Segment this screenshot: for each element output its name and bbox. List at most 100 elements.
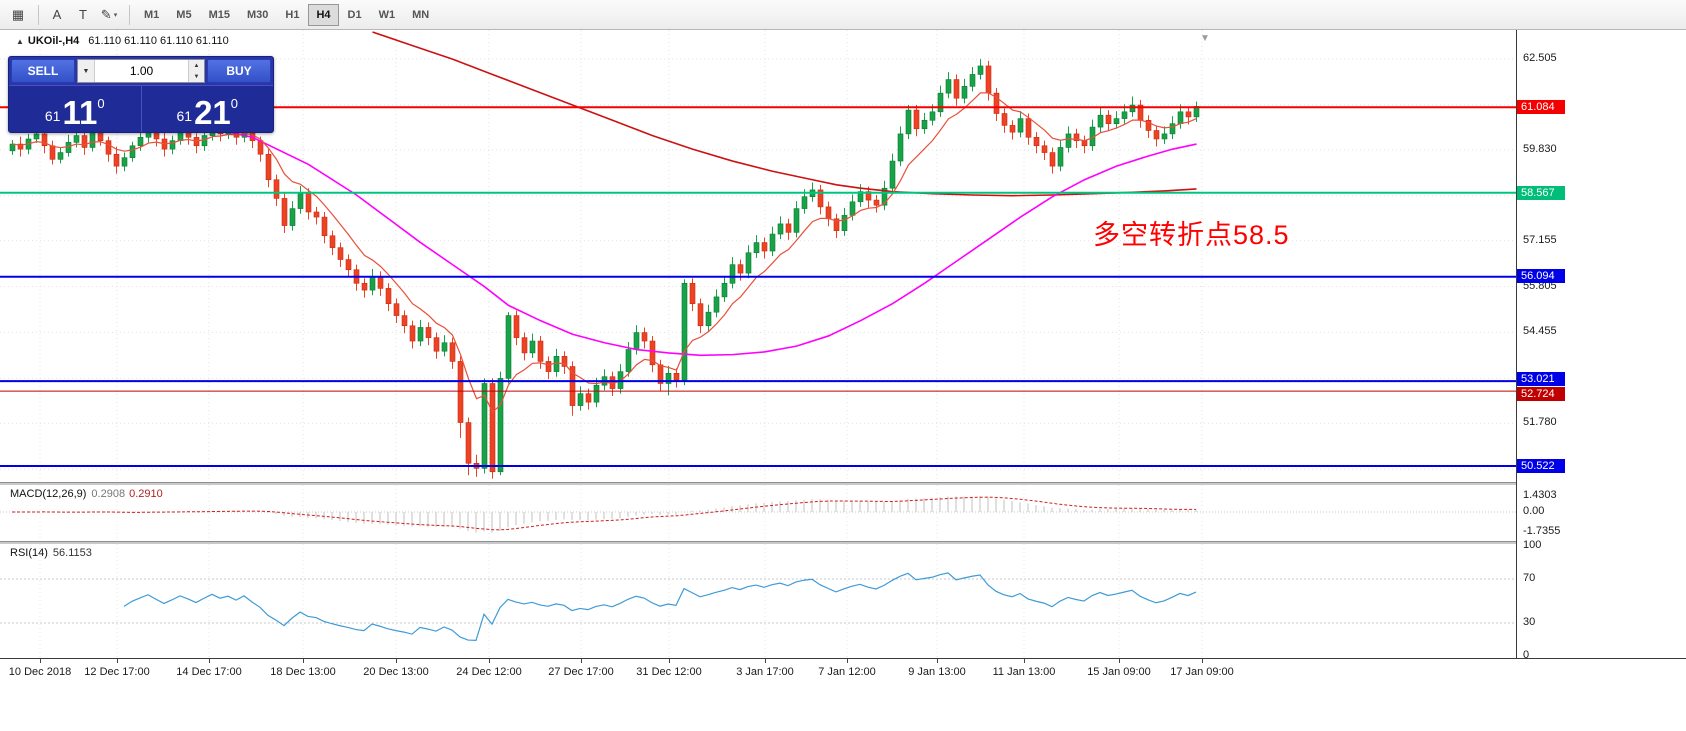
volume-step-down-icon[interactable]: ▼	[189, 71, 204, 82]
time-axis-label: 27 Dec 17:00	[548, 666, 614, 678]
ask-main: 21	[194, 93, 231, 131]
price-line-badge: 50.522	[1517, 458, 1565, 473]
volume-group: ▼ ▲ ▼	[77, 59, 205, 83]
text-box-icon[interactable]: T	[79, 7, 87, 22]
time-axis-label: 9 Jan 13:00	[908, 666, 966, 678]
toolbar-separator	[38, 4, 39, 25]
time-tick	[489, 659, 490, 663]
macd-name: MACD(12,26,9)	[10, 488, 87, 500]
ask-sup: 0	[230, 96, 239, 111]
volume-step-up-icon[interactable]: ▲	[189, 60, 204, 71]
timeframe-mn[interactable]: MN	[412, 8, 430, 21]
macd-axis-label: -1.7355	[1523, 524, 1561, 537]
time-tick	[40, 659, 41, 663]
bid-sup: 0	[97, 96, 105, 111]
timeframe-d1[interactable]: D1	[347, 8, 362, 21]
macd-axis-label: 0.00	[1523, 505, 1545, 517]
time-axis-label: 14 Dec 17:00	[176, 666, 242, 678]
price-axis-label: 57.155	[1523, 233, 1557, 246]
symbol-quotes: 61.110 61.110 61.110 61.110	[88, 35, 229, 47]
rsi-label: RSI(14) 56.1153	[10, 547, 92, 559]
rsi-pane[interactable]: RSI(14) 56.1153	[0, 544, 1516, 658]
tool-group: ▦ A T ✎ ▾	[6, 4, 123, 26]
mid-ma-line	[12, 99, 1197, 357]
rsi-canvas	[0, 544, 1516, 658]
timeframe-m30[interactable]: M30	[246, 8, 269, 21]
volume-input[interactable]	[95, 60, 188, 82]
fast-ma-line	[12, 92, 1197, 414]
time-axis-label: 24 Dec 12:00	[456, 666, 522, 678]
time-tick	[581, 659, 582, 663]
macd-canvas	[0, 485, 1516, 542]
price-line-badge: 56.094	[1517, 268, 1565, 283]
trade-controls-row: SELL ▼ ▲ ▼ BUY	[9, 57, 273, 85]
timeframe-w1[interactable]: W1	[378, 8, 396, 21]
price-line-badge: 58.567	[1517, 185, 1565, 200]
symbol-info: ▲ UKOil-,H4 61.110 61.110 61.110 61.110	[16, 35, 229, 47]
timeframe-h1[interactable]: H1	[285, 8, 300, 21]
price-axis-label: 59.830	[1523, 142, 1557, 155]
chart-template-icon[interactable]: ▦	[11, 6, 25, 22]
macd-value-main: 0.2908	[91, 488, 126, 500]
price-line-badge: 53.021	[1517, 372, 1565, 387]
time-tick	[396, 659, 397, 663]
time-tick	[765, 659, 766, 663]
bid-price[interactable]: 61 11 0	[9, 86, 141, 132]
time-axis-label: 15 Jan 09:00	[1087, 666, 1151, 678]
timeframe-m1[interactable]: M1	[144, 8, 160, 21]
timeframe-group: M1 M5 M15 M30 H1 H4 D1 W1 MN	[136, 3, 438, 26]
price-axis-label: 51.780	[1523, 416, 1557, 429]
time-axis-label: 20 Dec 13:00	[363, 666, 429, 678]
symbol-marker-icon: ▲	[16, 37, 24, 46]
rsi-name: RSI(14)	[10, 547, 48, 559]
rsi-axis-label: 30	[1523, 616, 1536, 628]
buy-button[interactable]: BUY	[207, 59, 271, 83]
bid-main: 11	[62, 93, 98, 131]
macd-label: MACD(12,26,9) 0.2908 0.2910	[10, 488, 163, 500]
time-tick	[117, 659, 118, 663]
text-label-icon[interactable]: A	[52, 7, 62, 22]
pane-splitter[interactable]	[0, 541, 1686, 544]
timeframe-h4[interactable]: H4	[308, 3, 339, 26]
symbol-name: UKOil-,H4	[27, 35, 80, 47]
price-line-badge: 52.724	[1517, 387, 1565, 402]
time-axis[interactable]: 10 Dec 2018 12 Dec 17:00 14 Dec 17:00 18 De…	[0, 658, 1686, 692]
pane-splitter[interactable]	[0, 482, 1686, 485]
macd-histogram	[19, 496, 1197, 533]
macd-signal-line	[11, 496, 1197, 531]
sell-button[interactable]: SELL	[11, 59, 75, 83]
time-axis-label: 11 Jan 13:00	[992, 666, 1056, 678]
price-chart-canvas[interactable]	[0, 30, 1516, 483]
rsi-value: 56.1153	[52, 547, 92, 559]
time-tick	[1119, 659, 1120, 663]
time-axis-label: 18 Dec 13:00	[270, 666, 336, 678]
macd-pane[interactable]: MACD(12,26,9) 0.2908 0.2910	[0, 485, 1516, 542]
toolbar: ▦ A T ✎ ▾ M1 M5 M15 M30 H1 H4 D1 W1 MN	[0, 0, 1686, 30]
bid-ask-row: 61 11 0 61 21 0	[9, 85, 273, 132]
ask-price[interactable]: 61 21 0	[142, 86, 274, 132]
rsi-line	[123, 572, 1197, 642]
slow-ma-line	[372, 31, 1197, 197]
time-tick	[1024, 659, 1025, 663]
time-axis-label: 17 Jan 09:00	[1170, 666, 1234, 678]
macd-value-signal: 0.2910	[129, 488, 163, 500]
price-axis[interactable]: 62.505 59.830 57.155 55.805 54.455 51.780 61.0…	[1516, 30, 1686, 661]
timeframe-m15[interactable]: M15	[208, 8, 230, 21]
time-axis-label: 31 Dec 12:00	[636, 666, 702, 678]
time-tick	[1202, 659, 1203, 663]
main-chart-pane[interactable]: ▲ UKOil-,H4 61.110 61.110 61.110 61.110 ▼ …	[0, 30, 1516, 483]
price-divider	[140, 86, 142, 132]
drawing-tools-icon[interactable]: ✎ ▾	[100, 6, 118, 22]
time-tick	[303, 659, 304, 663]
timeframe-m5[interactable]: M5	[176, 8, 192, 21]
bid-prefix: 61	[44, 108, 61, 124]
time-axis-label: 3 Jan 17:00	[736, 666, 794, 678]
time-axis-label: 10 Dec 2018	[8, 666, 72, 678]
chart-shift-marker-icon[interactable]: ▼	[1200, 33, 1210, 44]
volume-dropdown-icon[interactable]: ▼	[78, 60, 95, 82]
volume-steppers: ▲ ▼	[188, 60, 204, 82]
price-axis-label: 54.455	[1523, 325, 1557, 338]
rsi-axis-label: 70	[1523, 572, 1536, 584]
chart-annotation[interactable]: 多空转折点58.5	[1093, 220, 1290, 250]
